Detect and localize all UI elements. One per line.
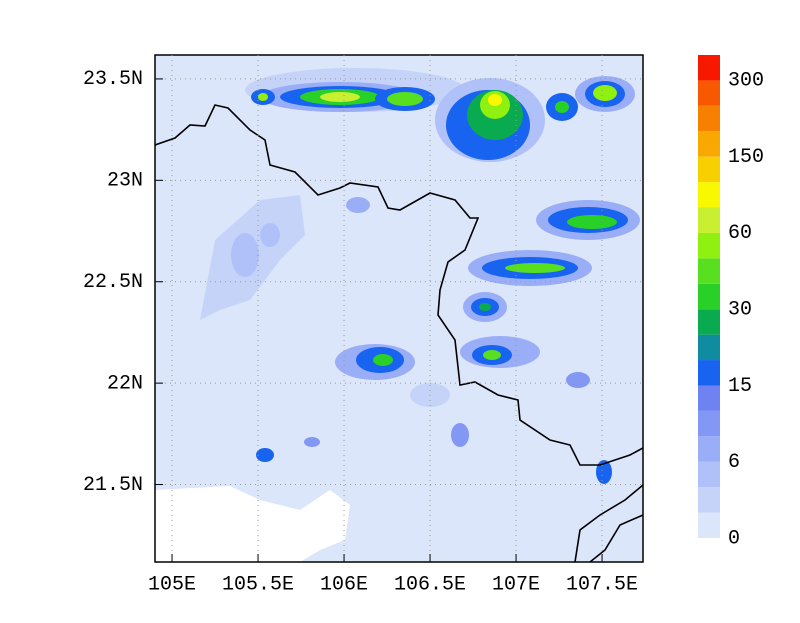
x-tick-label: 107.5E: [566, 573, 638, 596]
colorbar-box: [698, 461, 720, 488]
y-tick-label: 23.5N: [83, 68, 143, 91]
colorbar-box: [698, 512, 720, 538]
colorbar-box: [698, 131, 720, 157]
colorbar-box: [698, 283, 720, 310]
x-tick-label: 106.5E: [394, 573, 466, 596]
colorbar-box: [698, 309, 720, 335]
plot-frame: [154, 54, 644, 563]
colorbar-box: [698, 385, 720, 411]
colorbar-label: 6: [728, 451, 740, 474]
y-tick-label: 21.5N: [83, 474, 143, 497]
colorbar-box: [698, 410, 720, 437]
colorbar-label: 150: [728, 146, 764, 169]
colorbar-box: [698, 182, 720, 208]
colorbar-label: 15: [728, 375, 752, 398]
colorbar-box: [698, 360, 720, 386]
colorbar-box: [698, 487, 720, 513]
y-tick-label: 22.5N: [83, 271, 143, 294]
x-tick-label: 106E: [320, 573, 368, 596]
colorbar-label: 300: [728, 70, 764, 93]
colorbar-label: 30: [728, 298, 752, 321]
colorbar-label: 0: [728, 527, 740, 550]
x-tick-label: 107E: [492, 573, 540, 596]
colorbar-box: [698, 156, 720, 183]
colorbar-box: [698, 232, 720, 259]
colorbar-box: [698, 436, 720, 462]
precipitation-field: [155, 55, 643, 562]
x-tick-label: 105E: [148, 573, 196, 596]
y-tick-label: 22N: [107, 372, 143, 395]
x-tick-label: 105.5E: [222, 573, 294, 596]
colorbar-box: [698, 80, 720, 106]
colorbar-box: [698, 334, 720, 361]
colorbar-box: [698, 105, 720, 132]
y-tick-label: 23N: [107, 170, 143, 193]
colorbar-label: 60: [728, 222, 752, 245]
colorbar-box: [698, 258, 720, 284]
colorbar-box: [698, 55, 720, 81]
colorbar-box: [698, 207, 720, 233]
